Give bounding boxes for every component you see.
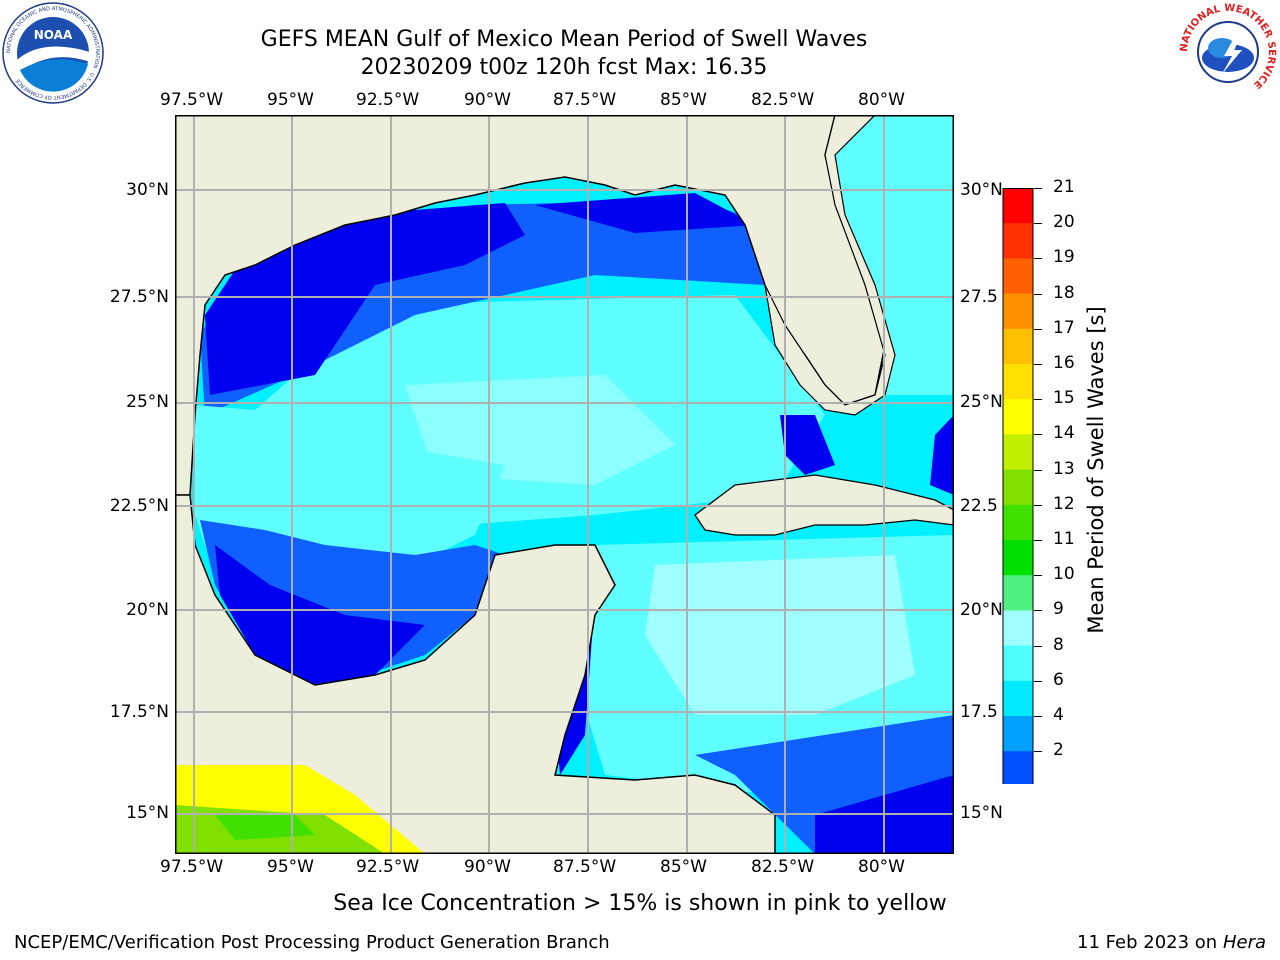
lat-label-left: 22.5°N bbox=[109, 496, 169, 516]
colorbar-title: Mean Period of Swell Waves [s] bbox=[1084, 306, 1108, 634]
lon-label-bottom: 80°W bbox=[858, 857, 905, 877]
lon-label-top: 97.5°W bbox=[160, 90, 224, 110]
colorbar-tick bbox=[1034, 610, 1042, 612]
map-subtitle: 20230209 t00z 120h fcst Max: 16.35 bbox=[360, 55, 768, 80]
colorbar-segment bbox=[1003, 504, 1033, 541]
noaa-logo: NATIONAL OCEANIC AND ATMOSPHERIC ADMINIS… bbox=[2, 2, 104, 108]
colorbar-tick-label: 15 bbox=[1053, 388, 1075, 409]
lat-label-left: 15°N bbox=[126, 803, 169, 823]
colorbar-tick-label: 21 bbox=[1053, 177, 1075, 197]
colorbar-tick bbox=[1034, 469, 1042, 471]
nws-logo: NATIONAL WEATHER SERVICE bbox=[1178, 2, 1278, 106]
colorbar-tick bbox=[1034, 751, 1042, 753]
lon-label-top: 85°W bbox=[660, 90, 707, 110]
lon-label-bottom: 90°W bbox=[464, 857, 511, 877]
colorbar-tick bbox=[1034, 540, 1042, 541]
colorbar-tick-label: 19 bbox=[1053, 247, 1075, 268]
colorbar-tick bbox=[1034, 364, 1042, 365]
lat-label-left: 17.5°N bbox=[109, 702, 169, 722]
colorbar-segment bbox=[1003, 469, 1033, 506]
colorbar-tick-label: 6 bbox=[1053, 669, 1064, 690]
colorbar-tick-label: 8 bbox=[1053, 634, 1064, 655]
colorbar-tick bbox=[1034, 258, 1042, 260]
colorbar-segment bbox=[1003, 223, 1033, 259]
colorbar-segment bbox=[1003, 258, 1033, 295]
lat-label-right: 27.5 bbox=[960, 287, 998, 307]
colorbar-tick-label: 14 bbox=[1053, 423, 1075, 444]
colorbar-tick bbox=[1034, 328, 1042, 330]
colorbar-tick-label: 13 bbox=[1053, 458, 1075, 479]
colorbar-tick-label: 16 bbox=[1053, 353, 1075, 373]
credit-text: NCEP/EMC/Verification Post Processing Pr… bbox=[14, 932, 610, 953]
lon-label-bottom: 82.5°W bbox=[751, 857, 815, 877]
map-title: GEFS MEAN Gulf of Mexico Mean Period of … bbox=[260, 27, 868, 52]
colorbar-tick-label: 2 bbox=[1053, 740, 1064, 761]
colorbar-segment bbox=[1003, 399, 1033, 435]
lon-label-bottom: 85°W bbox=[660, 857, 707, 877]
colorbar-tick-label: 18 bbox=[1053, 282, 1075, 303]
colorbar-segment bbox=[1003, 434, 1033, 471]
lon-label-top: 90°W bbox=[464, 90, 511, 110]
colorbar-tick bbox=[1034, 434, 1042, 436]
lon-label-top: 80°W bbox=[858, 90, 905, 110]
svg-text:NOAA: NOAA bbox=[34, 28, 73, 42]
lat-label-left: 27.5°N bbox=[109, 287, 169, 307]
colorbar-tick bbox=[1034, 575, 1042, 577]
gulf-map bbox=[174, 114, 955, 858]
colorbar-segment bbox=[1003, 716, 1033, 752]
colorbar-tick bbox=[1034, 716, 1042, 717]
lat-label-left: 30°N bbox=[126, 180, 169, 200]
colorbar bbox=[1002, 188, 1034, 816]
colorbar-tick-label: 10 bbox=[1053, 564, 1075, 585]
lat-label-right: 17.5 bbox=[960, 702, 998, 722]
lon-label-bottom: 92.5°W bbox=[356, 857, 420, 877]
colorbar-tick-label: 20 bbox=[1053, 212, 1075, 233]
colorbar-segment bbox=[1003, 680, 1033, 717]
colorbar-segment bbox=[1003, 328, 1033, 365]
lat-label-right: 22.5 bbox=[960, 496, 998, 516]
sea-ice-note: Sea Ice Concentration > 15% is shown in … bbox=[333, 891, 947, 916]
colorbar-tick bbox=[1034, 645, 1042, 647]
machine-name: Hera bbox=[1222, 932, 1266, 953]
lat-label-right: 25°N bbox=[960, 392, 1003, 412]
colorbar-segment bbox=[1003, 188, 1033, 224]
colorbar-segment bbox=[1003, 610, 1033, 647]
colorbar-tick-label: 12 bbox=[1053, 493, 1075, 514]
colorbar-tick bbox=[1034, 188, 1042, 189]
colorbar-tick-label: 11 bbox=[1053, 529, 1075, 549]
colorbar-tick bbox=[1034, 504, 1042, 506]
colorbar-segment bbox=[1003, 540, 1033, 576]
lon-label-bottom: 97.5°W bbox=[160, 857, 224, 877]
colorbar-tick-label: 17 bbox=[1053, 317, 1075, 338]
lon-label-bottom: 87.5°W bbox=[553, 857, 617, 877]
colorbar-tick bbox=[1034, 680, 1042, 682]
lon-label-top: 95°W bbox=[267, 90, 314, 110]
date-value: 11 Feb 2023 on bbox=[1077, 932, 1218, 953]
colorbar-segment bbox=[1003, 364, 1033, 400]
lat-label-left: 20°N bbox=[126, 600, 169, 620]
colorbar-segment bbox=[1003, 293, 1033, 330]
lon-label-top: 92.5°W bbox=[356, 90, 420, 110]
colorbar-tick-label: 4 bbox=[1053, 705, 1064, 725]
lat-label-right: 15°N bbox=[960, 803, 1003, 823]
colorbar-segment bbox=[1003, 751, 1033, 787]
lon-label-top: 82.5°W bbox=[751, 90, 815, 110]
lat-label-right: 30°N bbox=[960, 180, 1003, 200]
lat-label-left: 25°N bbox=[126, 392, 169, 412]
colorbar-tick bbox=[1034, 223, 1042, 225]
lon-label-bottom: 95°W bbox=[267, 857, 314, 877]
colorbar-segment bbox=[1003, 575, 1033, 611]
lon-label-top: 87.5°W bbox=[553, 90, 617, 110]
colorbar-tick-label: 9 bbox=[1053, 599, 1064, 620]
date-text: 11 Feb 2023 on Hera bbox=[1077, 932, 1266, 953]
colorbar-tick bbox=[1034, 293, 1042, 295]
colorbar-segment bbox=[1003, 645, 1033, 682]
colorbar-tick bbox=[1034, 399, 1042, 401]
lat-label-right: 20°N bbox=[960, 600, 1003, 620]
